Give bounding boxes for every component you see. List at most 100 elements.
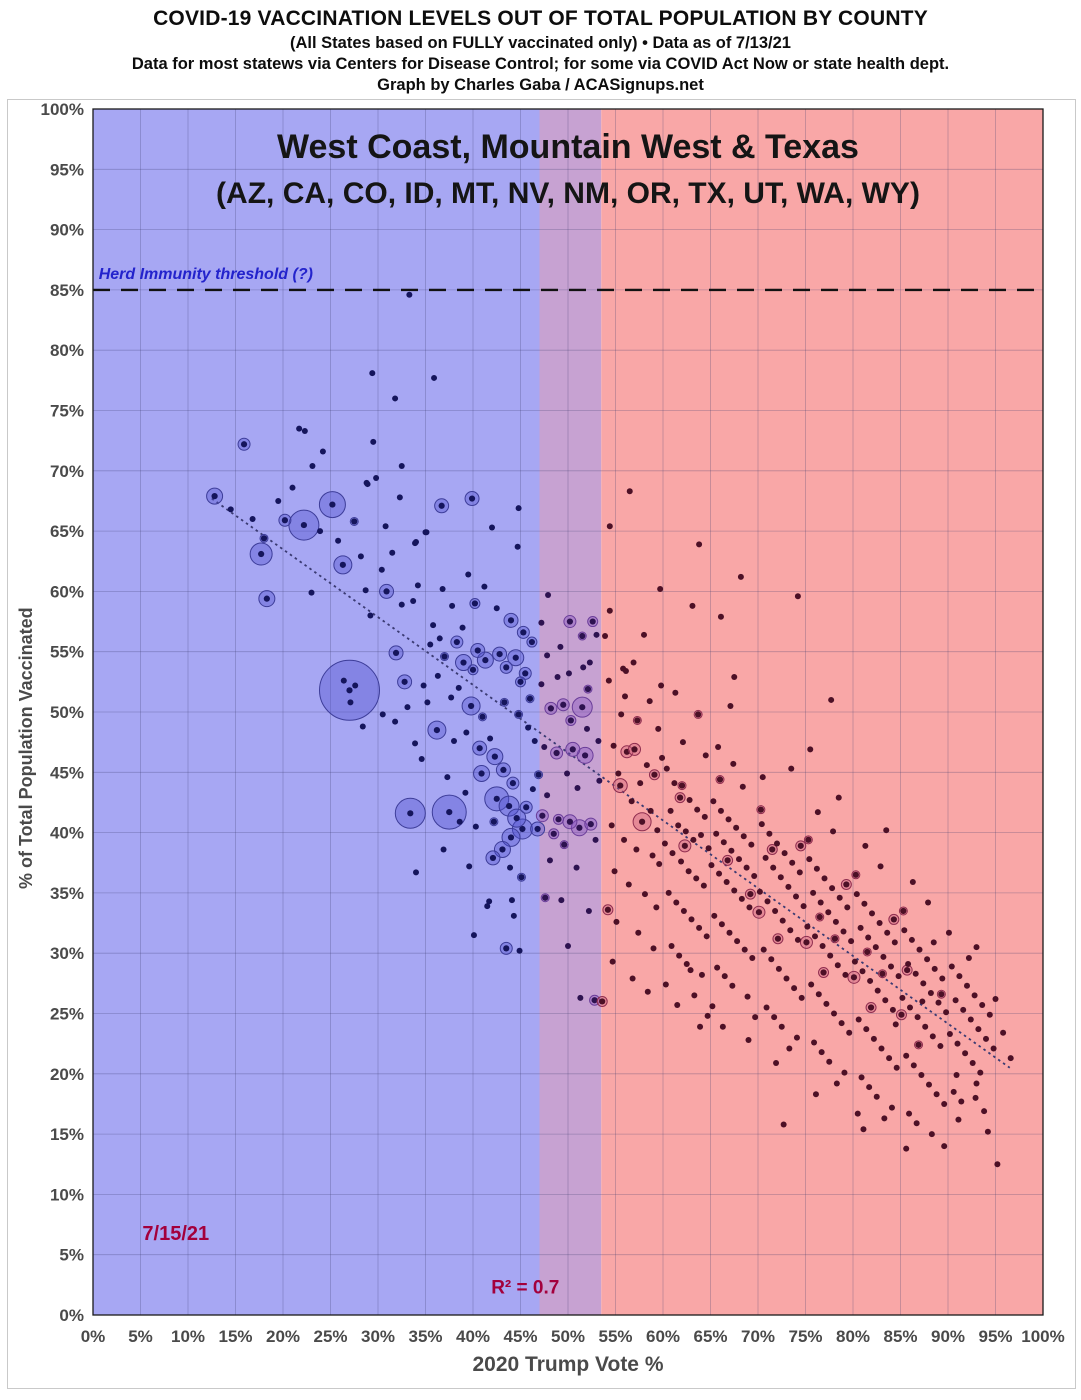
county-point bbox=[924, 956, 931, 963]
county-point bbox=[542, 894, 549, 901]
county-point bbox=[789, 859, 796, 866]
county-point bbox=[647, 807, 654, 814]
county-point bbox=[599, 998, 606, 1005]
county-point bbox=[378, 566, 385, 573]
county-point bbox=[518, 874, 525, 881]
county-point bbox=[916, 946, 923, 953]
county-point bbox=[941, 1100, 948, 1107]
county-point bbox=[617, 782, 624, 789]
county-point bbox=[832, 918, 839, 925]
county-point bbox=[362, 587, 369, 594]
county-point bbox=[446, 808, 453, 816]
county-point bbox=[653, 904, 660, 911]
county-point bbox=[579, 632, 586, 640]
county-point bbox=[427, 641, 434, 648]
y-tick-label: 15% bbox=[50, 1125, 84, 1144]
county-point bbox=[665, 889, 672, 896]
county-point bbox=[339, 561, 346, 568]
county-point bbox=[870, 1035, 877, 1042]
county-point bbox=[738, 895, 745, 902]
county-point bbox=[370, 438, 377, 445]
county-point bbox=[260, 535, 268, 542]
county-point bbox=[676, 952, 683, 959]
county-point bbox=[681, 842, 688, 849]
county-point bbox=[579, 704, 586, 711]
county-point bbox=[561, 841, 568, 848]
county-point bbox=[456, 818, 463, 825]
county-point bbox=[584, 725, 590, 732]
county-point bbox=[352, 682, 359, 689]
county-point bbox=[705, 845, 712, 852]
county-point bbox=[465, 571, 472, 578]
county-point bbox=[702, 752, 709, 759]
county-point bbox=[507, 834, 515, 841]
county-point bbox=[574, 784, 581, 791]
county-point bbox=[669, 850, 676, 857]
county-point bbox=[573, 864, 580, 871]
county-point bbox=[510, 912, 517, 919]
county-point bbox=[960, 1006, 967, 1013]
county-point bbox=[398, 462, 405, 469]
county-point bbox=[890, 916, 897, 923]
county-point bbox=[952, 997, 959, 1004]
county-point bbox=[486, 898, 493, 905]
county-point bbox=[373, 475, 380, 482]
county-point bbox=[793, 893, 799, 900]
county-point bbox=[831, 1010, 837, 1017]
county-point bbox=[973, 944, 980, 951]
county-point bbox=[780, 1121, 787, 1128]
county-point bbox=[830, 828, 837, 835]
county-point bbox=[683, 961, 690, 968]
county-point bbox=[919, 998, 926, 1005]
county-point bbox=[728, 847, 735, 854]
county-point bbox=[946, 1031, 953, 1038]
county-point bbox=[922, 1023, 929, 1030]
x-tick-label: 35% bbox=[408, 1327, 442, 1346]
county-point bbox=[796, 869, 803, 876]
county-point bbox=[622, 667, 629, 674]
county-point bbox=[827, 952, 834, 959]
county-point bbox=[650, 945, 657, 952]
county-point bbox=[812, 933, 818, 940]
county-point bbox=[364, 481, 371, 488]
county-point bbox=[969, 1059, 976, 1066]
y-tick-label: 40% bbox=[50, 824, 84, 843]
county-point bbox=[407, 810, 414, 817]
county-point bbox=[484, 903, 491, 910]
county-point bbox=[517, 678, 524, 685]
county-point bbox=[903, 1145, 910, 1152]
county-point bbox=[526, 695, 534, 702]
county-point bbox=[721, 973, 728, 980]
county-point bbox=[357, 553, 364, 560]
county-point bbox=[972, 1094, 979, 1101]
county-point bbox=[696, 924, 703, 931]
county-point bbox=[466, 863, 473, 870]
county-point bbox=[367, 612, 374, 619]
county-point bbox=[866, 1084, 873, 1091]
county-point bbox=[553, 749, 560, 757]
county-point bbox=[453, 638, 460, 646]
county-point bbox=[819, 942, 826, 949]
county-point bbox=[661, 840, 668, 847]
county-point bbox=[398, 601, 405, 608]
county-point bbox=[889, 1006, 896, 1013]
county-point bbox=[621, 836, 628, 843]
y-axis-title: % of Total Population Vaccinated bbox=[16, 607, 36, 889]
county-point bbox=[791, 985, 798, 992]
county-point bbox=[418, 756, 425, 763]
county-point bbox=[522, 670, 529, 677]
county-point bbox=[430, 622, 437, 629]
county-point bbox=[569, 746, 576, 753]
county-point bbox=[854, 1110, 861, 1117]
county-point bbox=[401, 678, 408, 685]
county-point bbox=[595, 737, 602, 744]
county-point bbox=[731, 887, 738, 894]
county-point bbox=[869, 910, 875, 917]
county-point bbox=[567, 717, 574, 724]
county-point bbox=[618, 711, 625, 718]
y-tick-label: 10% bbox=[50, 1185, 84, 1204]
county-point bbox=[903, 1052, 910, 1059]
county-point bbox=[643, 762, 650, 769]
county-point bbox=[984, 1128, 991, 1135]
y-tick-label: 50% bbox=[50, 703, 84, 722]
